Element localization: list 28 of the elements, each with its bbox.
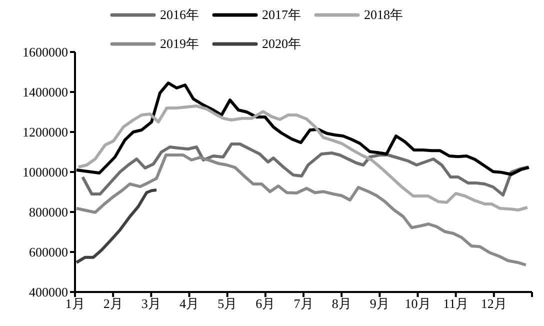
y-tick-label: 1200000	[22, 124, 68, 140]
y-tick-label: 1000000	[22, 164, 68, 180]
y-tick-label: 1600000	[22, 44, 68, 60]
x-tick-label: 4月	[180, 296, 199, 312]
legend-label: 2017年	[262, 6, 301, 24]
y-tick-label: 600000	[29, 244, 68, 260]
legend-label: 2019年	[160, 35, 199, 53]
x-tick-label: 3月	[141, 296, 161, 312]
y-tick-label: 1400000	[22, 84, 68, 100]
y-tick-label: 400000	[29, 284, 68, 300]
line-series	[76, 104, 529, 212]
x-tick-label: 6月	[256, 296, 276, 312]
x-tick-label: 7月	[294, 296, 314, 312]
line-series	[75, 154, 528, 266]
x-tick-label: 11月	[443, 296, 469, 312]
x-tick-label: 9月	[370, 296, 390, 312]
x-tick-label: 1月	[65, 296, 85, 312]
x-tick-label: 12月	[480, 296, 507, 312]
y-tick-label: 800000	[29, 204, 68, 220]
line-series	[75, 188, 158, 264]
x-tick-label: 8月	[332, 296, 352, 312]
x-tick-label: 5月	[218, 296, 238, 312]
line-series	[81, 142, 530, 196]
x-tick-label: 10月	[404, 296, 431, 312]
legend-label: 2020年	[262, 35, 301, 53]
x-tick-label: 2月	[103, 296, 123, 312]
legend-label: 2018年	[364, 6, 403, 24]
legend-label: 2016年	[160, 6, 199, 24]
